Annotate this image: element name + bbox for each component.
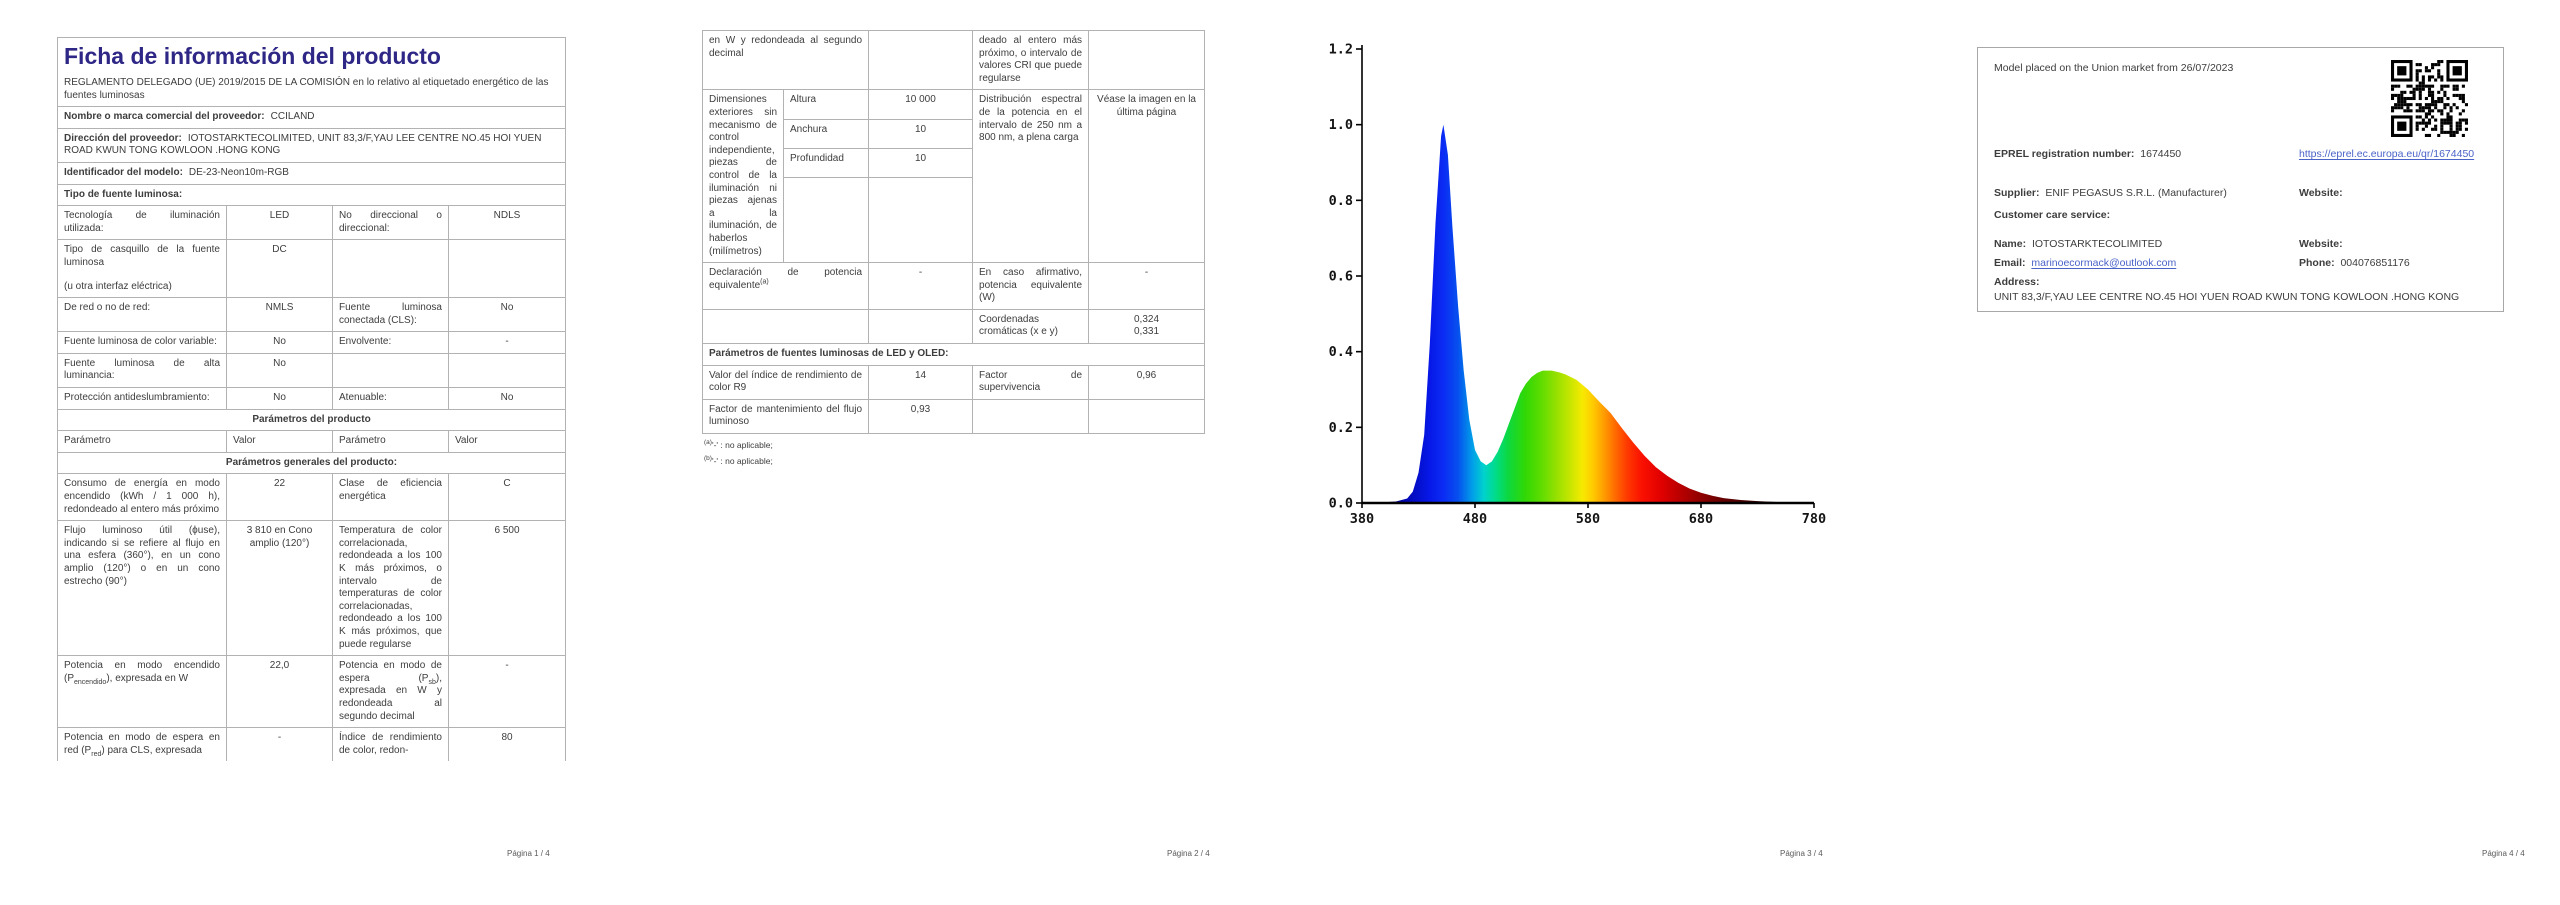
column-header-row: Parámetro Valor Parámetro Valor (57, 430, 566, 453)
model-id-label: Identificador del modelo: (64, 166, 183, 178)
chromaticity-row: Coordenadas cromáticas (x e y) 0,324 0,3… (701, 308, 1206, 345)
svg-text:380: 380 (1350, 511, 1374, 527)
svg-text:1.0: 1.0 (1329, 117, 1353, 133)
svg-text:0.6: 0.6 (1329, 269, 1353, 285)
section-product-params: Parámetros del producto (57, 408, 566, 432)
email-label: Email: (1994, 257, 2026, 269)
svg-text:0.8: 0.8 (1329, 193, 1353, 209)
supplier-name-label: Nombre o marca comercial del proveedor: (64, 111, 265, 123)
spectral-distribution-label: Distribución espectral de la potencia en… (972, 89, 1090, 264)
product-sheet-table-page2: en W y redondeada al segundo decimal dea… (701, 29, 1206, 435)
table-row: Declaración de potencia equivalente(a) -… (701, 262, 1206, 310)
table-row: De red o no de red: NMLS Fuente luminosa… (57, 297, 566, 333)
table-row-cut: Potencia en modo de espera en red (Pred)… (57, 727, 566, 762)
dimensions-row: Dimensiones exteriores sin mecanismo de … (702, 89, 1206, 264)
table-row: Valor del índice de rendimiento de color… (701, 364, 1206, 400)
address-value: UNIT 83,3/F,YAU LEE CENTRE NO.45 HOI YUE… (1994, 291, 2460, 303)
eprel-qr-link[interactable]: https://eprel.ec.europa.eu/qr/1674450 (2299, 148, 2475, 160)
page-number-1: Página 1 / 4 (507, 849, 550, 858)
page-number-2: Página 2 / 4 (1167, 849, 1210, 858)
table-row: Factor de mantenimiento del flujo lumino… (701, 398, 1206, 435)
supplier-name-value: CCILAND (270, 111, 315, 123)
table-row: Consumo de energía en modo encendido (kW… (57, 473, 566, 522)
phone-value: 004076851176 (2340, 257, 2410, 269)
supplier-name-row: Nombre o marca comercial del proveedor: C… (57, 106, 566, 129)
dimensions-filler-row (703, 177, 1205, 264)
svg-text:580: 580 (1576, 511, 1600, 527)
care-email-line: Email: marinoecormack@outlook.com (1994, 257, 2176, 269)
email-link[interactable]: marinoecormack@outlook.com (2031, 257, 2177, 269)
section-row: Parámetros generales del producto: (57, 451, 566, 475)
dimensions-label: Dimensiones exteriores sin mecanismo de … (702, 89, 784, 264)
page-number-3: Página 3 / 4 (1780, 849, 1823, 858)
table-row: Tipo de casquillo de la fuente luminosa … (57, 239, 566, 299)
table-row: Potencia en modo encendido (Pencendido),… (57, 655, 566, 729)
supplier-value: ENIF PEGASUS S.R.L. (Manufacturer) (2045, 187, 2227, 199)
name-label: Name: (1994, 238, 2027, 250)
continuation-row: en W y redondeada al segundo decimal dea… (701, 29, 1206, 91)
qr-code (2391, 60, 2468, 137)
page-4-info-box: Model placed on the Union market from 26… (1977, 47, 2504, 312)
table-row: Tecnología de iluminación utilizada: LED… (57, 205, 566, 241)
svg-text:0.4: 0.4 (1329, 344, 1353, 360)
svg-text:680: 680 (1689, 511, 1713, 527)
eprel-registration-line: EPREL registration number: 1674450 (1994, 148, 2181, 160)
model-id-row: Identificador del modelo: DE-23-Neon10m-R… (57, 161, 566, 185)
type-header-row: Tipo de fuente luminosa: (57, 183, 566, 207)
svg-text:1.2: 1.2 (1329, 42, 1353, 58)
spectral-distribution-value: Véase la imagen en la última página (1088, 89, 1206, 264)
table-row: Protección antideslumbramiento: No Atenu… (57, 387, 566, 410)
care-phone-line: Phone: 004076851176 (2299, 257, 2410, 269)
svg-text:0.2: 0.2 (1329, 420, 1353, 436)
svg-text:480: 480 (1463, 511, 1487, 527)
page-number-4: Página 4 / 4 (2482, 849, 2525, 858)
dimensions-subrow: Anchura 10 (703, 118, 1205, 149)
section-row: Parámetros del producto (57, 408, 566, 432)
supplier-label: Supplier: (1994, 187, 2040, 199)
table-row: Fuente luminosa de alta luminancia: No (57, 352, 566, 389)
model-id-value: DE-23-Neon10m-RGB (188, 166, 289, 178)
product-sheet-table-page1: Ficha de información del producto REGLAM… (57, 37, 566, 762)
page-title: Ficha de información del producto (64, 43, 441, 69)
section-general-params: Parámetros generales del producto: (57, 451, 566, 475)
section-led-params: Parámetros de fuentes luminosas de LED y… (701, 343, 1206, 366)
table-row: Fuente luminosa de color variable: No En… (57, 331, 566, 354)
regulation-subtitle: REGLAMENTO DELEGADO (UE) 2019/2015 DE LA… (64, 76, 549, 101)
svg-text:0.0: 0.0 (1329, 496, 1353, 512)
page-3: 0.0 0.2 0.4 0.6 0.8 1.0 1.2 380 480 580 680 780 (1322, 16, 1838, 548)
type-header: Tipo de fuente luminosa: (57, 183, 566, 207)
website-label: Website: (2299, 187, 2343, 199)
dimensions-subrow: Profundidad 10 (703, 147, 1205, 179)
page-2: en W y redondeada al segundo decimal dea… (701, 29, 1208, 467)
eprel-value: 1674450 (2140, 148, 2182, 160)
footnote-a: (a)'-' : no aplicable; (704, 439, 773, 451)
customer-care-label: Customer care service: (1994, 209, 2111, 221)
supplier-line: Supplier: ENIF PEGASUS S.R.L. (Manufactu… (1994, 187, 2227, 199)
care-name-line: Name: IOTOSTARKTECOLIMITED (1994, 238, 2162, 250)
supplier-address-row: Dirección del proveedor: IOTOSTARKTECOLIM… (57, 127, 566, 163)
name-value: IOTOSTARKTECOLIMITED (2031, 238, 2163, 250)
phone-label: Phone: (2299, 257, 2335, 269)
market-date-line: Model placed on the Union market from 26… (1994, 62, 2234, 74)
page-1: Ficha de información del producto REGLAM… (57, 37, 569, 830)
eprel-label: EPREL registration number: (1994, 148, 2135, 160)
svg-text:780: 780 (1802, 511, 1826, 527)
website2-label: Website: (2299, 238, 2343, 250)
table-row: Flujo luminoso útil (ϕuse), indicando si… (57, 520, 566, 657)
spd-chart: 0.0 0.2 0.4 0.6 0.8 1.0 1.2 380 480 580 680 780 (1329, 42, 1827, 528)
section-row: Parámetros de fuentes luminosas de LED y… (701, 343, 1206, 366)
supplier-address-value: IOTOSTARKTECOLIMITED, UNIT 83,3/F,YAU LE… (64, 132, 542, 157)
footnote-b: (b)'-' : no aplicable; (704, 455, 773, 467)
address-label: Address: (1994, 276, 2040, 288)
supplier-address-label: Dirección del proveedor: (64, 132, 182, 144)
